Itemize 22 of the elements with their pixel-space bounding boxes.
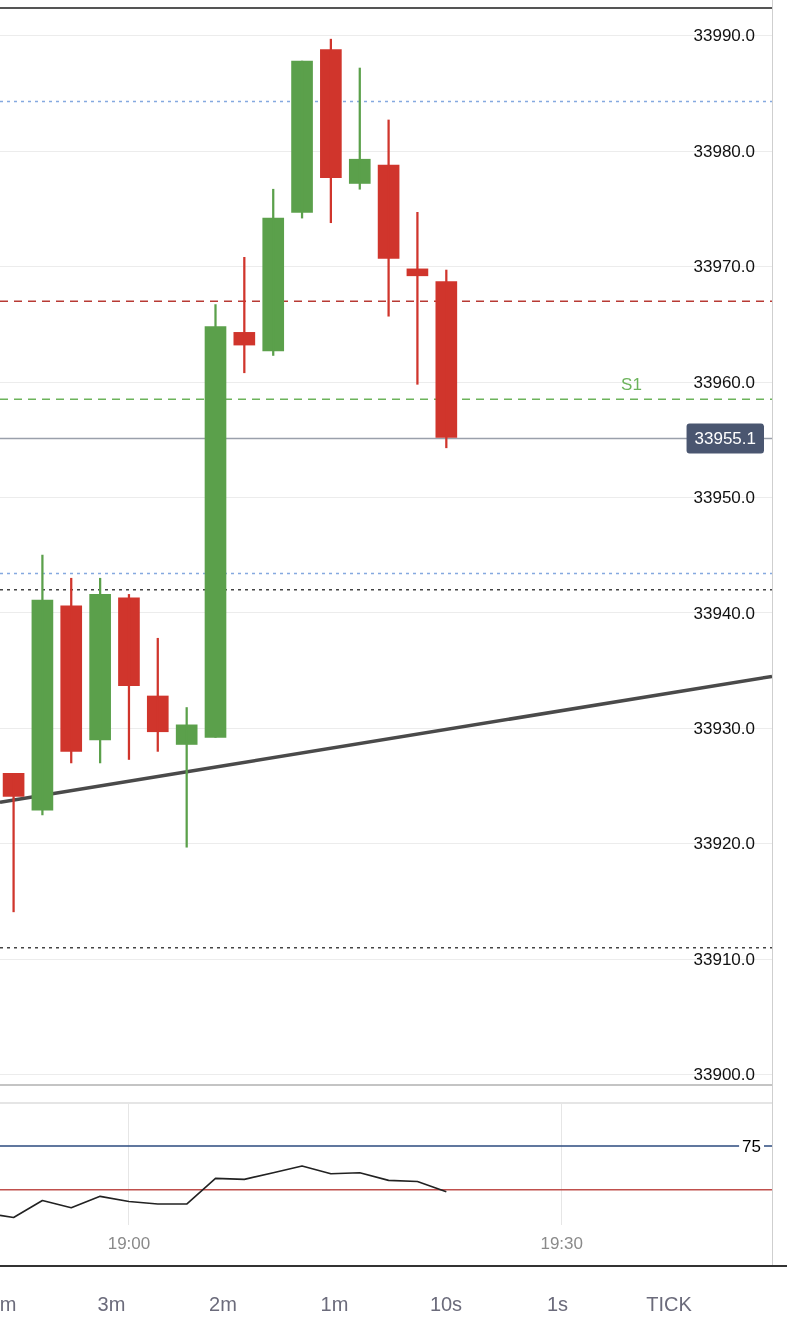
y-tick-label: 33930.0 xyxy=(693,718,755,738)
y-tick-label: 33920.0 xyxy=(693,834,755,854)
y-tick-label: 33980.0 xyxy=(693,141,755,161)
text: 1m xyxy=(319,1292,350,1317)
x-tick-label: 19:30 xyxy=(540,1234,583,1254)
x-tick-label: 19:00 xyxy=(107,1234,151,1254)
annotation: 75 xyxy=(742,1136,761,1156)
y-tick-label: 33940.0 xyxy=(693,603,755,623)
y-tick-label: 33960.0 xyxy=(693,372,755,392)
y-tick-label: 33900.0 xyxy=(693,1065,755,1085)
text: 10s xyxy=(428,1292,464,1317)
ref-line-label: 33955.1 xyxy=(694,429,756,449)
y-tick-label: 33950.0 xyxy=(693,488,755,508)
ref-line-label: S1 xyxy=(621,375,642,395)
text: TICK xyxy=(645,1292,693,1317)
text: 2m xyxy=(208,1292,238,1317)
y-tick-label: 33910.0 xyxy=(693,949,755,969)
text: 3m xyxy=(96,1292,127,1317)
text: 1s xyxy=(545,1292,570,1317)
y-tick-label: 33970.0 xyxy=(693,257,755,277)
text: m xyxy=(0,1292,18,1317)
y-tick-label: 33990.0 xyxy=(693,26,755,46)
